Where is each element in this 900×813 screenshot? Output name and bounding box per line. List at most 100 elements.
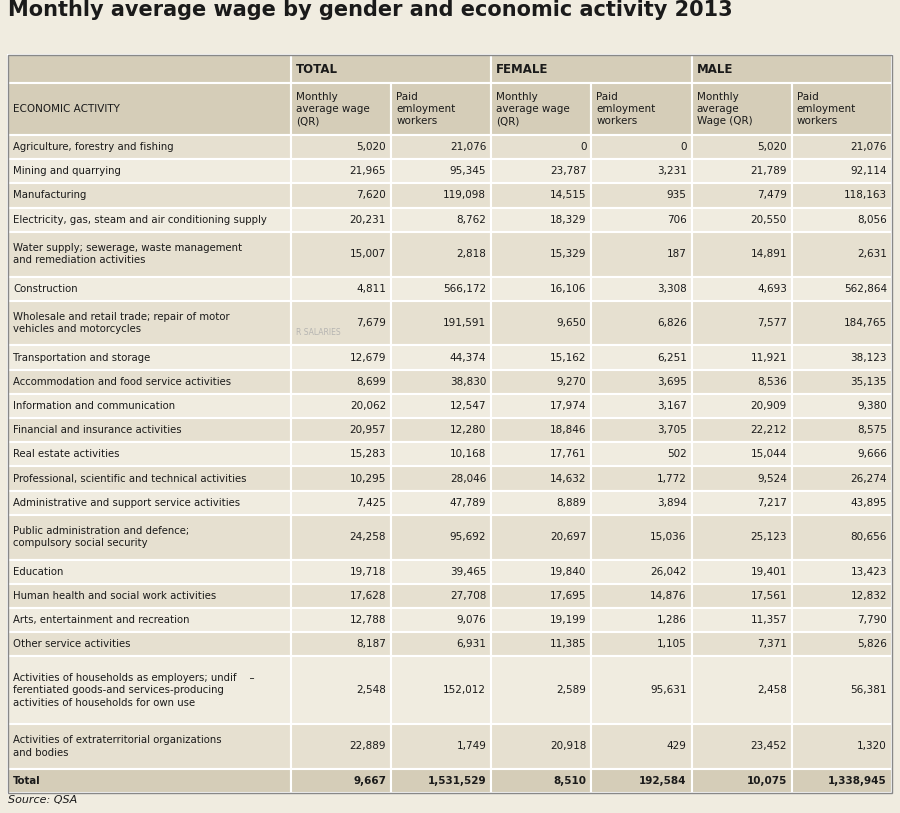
Bar <box>291 346 392 370</box>
Bar <box>8 608 291 633</box>
Bar <box>8 184 291 207</box>
Bar <box>591 301 691 346</box>
Text: Manufacturing: Manufacturing <box>13 190 86 201</box>
Text: 8,536: 8,536 <box>757 376 787 387</box>
Text: 9,650: 9,650 <box>557 318 587 328</box>
Bar <box>491 490 591 515</box>
Bar <box>792 346 892 370</box>
Bar <box>291 370 392 393</box>
Bar <box>591 490 691 515</box>
Text: Monthly
average wage
(QR): Monthly average wage (QR) <box>296 92 370 126</box>
Bar <box>591 346 691 370</box>
Text: 6,826: 6,826 <box>657 318 687 328</box>
Bar <box>591 393 691 418</box>
Text: Monthly average wage by gender and economic activity 2013: Monthly average wage by gender and econo… <box>8 0 733 20</box>
Bar <box>591 515 691 559</box>
Bar <box>491 418 591 442</box>
Bar <box>491 584 591 608</box>
Text: Monthly
average
Wage (QR): Monthly average Wage (QR) <box>697 92 752 126</box>
Text: 3,308: 3,308 <box>657 284 687 293</box>
Text: 8,187: 8,187 <box>356 639 386 650</box>
Text: Agriculture, forestry and fishing: Agriculture, forestry and fishing <box>13 142 174 152</box>
Text: 191,591: 191,591 <box>443 318 486 328</box>
Text: 25,123: 25,123 <box>751 533 787 542</box>
Bar <box>491 135 591 159</box>
Text: 80,656: 80,656 <box>850 533 887 542</box>
Bar <box>792 442 892 467</box>
Text: Water supply; sewerage, waste management
and remediation activities: Water supply; sewerage, waste management… <box>13 243 242 265</box>
Bar <box>591 633 691 656</box>
Bar <box>392 724 491 769</box>
Bar <box>392 515 491 559</box>
Bar <box>792 418 892 442</box>
Bar <box>792 467 892 490</box>
Bar <box>691 724 792 769</box>
Bar <box>591 559 691 584</box>
Text: 17,561: 17,561 <box>751 591 787 601</box>
Text: 9,667: 9,667 <box>353 776 386 786</box>
Text: 23,787: 23,787 <box>550 167 587 176</box>
Bar <box>8 370 291 393</box>
Text: 566,172: 566,172 <box>443 284 486 293</box>
Text: 3,167: 3,167 <box>657 401 687 411</box>
Text: 152,012: 152,012 <box>444 685 486 695</box>
Text: 184,765: 184,765 <box>844 318 887 328</box>
Bar <box>491 656 591 724</box>
Bar <box>392 232 491 276</box>
Text: 7,679: 7,679 <box>356 318 386 328</box>
Bar <box>691 515 792 559</box>
Text: 502: 502 <box>667 450 687 459</box>
Bar <box>291 393 392 418</box>
Bar <box>291 467 392 490</box>
Bar <box>291 490 392 515</box>
Bar <box>392 184 491 207</box>
Text: 1,320: 1,320 <box>857 741 887 751</box>
Text: 9,524: 9,524 <box>757 473 787 484</box>
Text: 12,832: 12,832 <box>850 591 887 601</box>
Text: 17,974: 17,974 <box>550 401 587 411</box>
Text: 13,423: 13,423 <box>850 567 887 576</box>
Text: Activities of households as employers; undif    –
ferentiated goods-and services: Activities of households as employers; u… <box>13 673 255 707</box>
Text: ECONOMIC ACTIVITY: ECONOMIC ACTIVITY <box>13 104 120 114</box>
Bar <box>291 608 392 633</box>
Text: Activities of extraterritorial organizations
and bodies: Activities of extraterritorial organizat… <box>13 735 221 758</box>
Bar <box>8 769 291 793</box>
Bar <box>591 207 691 232</box>
Text: 118,163: 118,163 <box>844 190 887 201</box>
Bar <box>8 159 291 184</box>
Bar <box>8 442 291 467</box>
Bar <box>392 301 491 346</box>
Bar <box>591 467 691 490</box>
Bar <box>792 515 892 559</box>
Text: 47,789: 47,789 <box>450 498 486 507</box>
Bar <box>591 184 691 207</box>
Text: 19,840: 19,840 <box>550 567 587 576</box>
Text: 16,106: 16,106 <box>550 284 587 293</box>
Bar <box>491 55 691 83</box>
Bar <box>8 490 291 515</box>
Bar <box>792 584 892 608</box>
Text: 14,515: 14,515 <box>550 190 587 201</box>
Bar <box>392 159 491 184</box>
Text: 706: 706 <box>667 215 687 224</box>
Text: 21,965: 21,965 <box>349 167 386 176</box>
Text: 187: 187 <box>667 249 687 259</box>
Text: 19,199: 19,199 <box>550 615 587 625</box>
Bar <box>291 418 392 442</box>
Bar <box>691 633 792 656</box>
Bar <box>291 301 392 346</box>
Bar <box>8 515 291 559</box>
Bar <box>491 769 591 793</box>
Text: 18,846: 18,846 <box>550 425 587 435</box>
Bar <box>291 184 392 207</box>
Bar <box>491 159 591 184</box>
Text: 38,830: 38,830 <box>450 376 486 387</box>
Text: 17,695: 17,695 <box>550 591 587 601</box>
Text: 8,889: 8,889 <box>556 498 587 507</box>
Bar <box>591 584 691 608</box>
Bar <box>392 276 491 301</box>
Bar <box>591 83 691 135</box>
Text: 12,788: 12,788 <box>349 615 386 625</box>
Text: 20,062: 20,062 <box>350 401 386 411</box>
Text: 7,479: 7,479 <box>757 190 787 201</box>
